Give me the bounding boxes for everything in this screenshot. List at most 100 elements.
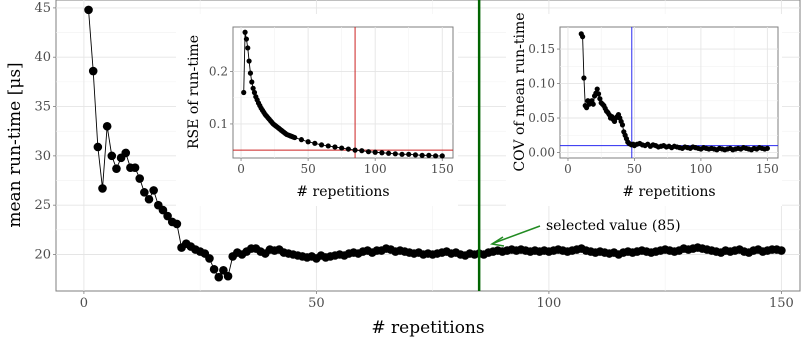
- y-tick-label: 20: [34, 248, 51, 263]
- data-point: [590, 101, 596, 107]
- y-tick-label: 0.2: [209, 65, 228, 79]
- x-tick-label: 0: [564, 162, 572, 176]
- y-tick-label: 30: [34, 149, 51, 164]
- data-point: [332, 144, 338, 150]
- data-point: [406, 151, 412, 157]
- data-point: [107, 151, 117, 161]
- data-point: [595, 91, 602, 97]
- data-point: [352, 147, 358, 153]
- data-point: [412, 152, 419, 158]
- y-tick-label: 25: [34, 198, 51, 213]
- data-point: [112, 164, 121, 173]
- data-point: [386, 150, 392, 156]
- data-point: [205, 254, 214, 263]
- data-point: [84, 5, 93, 15]
- inset-cov-plot-area: [559, 26, 779, 159]
- data-point: [214, 272, 224, 282]
- annotation-text: selected value (85): [546, 218, 681, 234]
- y-tick-label: 40: [34, 50, 51, 65]
- data-point: [305, 139, 311, 145]
- data-point: [345, 146, 351, 152]
- annotation-arrow-head: [489, 236, 505, 247]
- data-point: [597, 96, 603, 102]
- data-point: [439, 153, 445, 159]
- data-point: [219, 265, 228, 275]
- inset-rse-y-axis-label: RSE of run-time: [186, 35, 202, 149]
- inset-rse-x-tick-labels: 0 50 100 150: [237, 158, 454, 176]
- inset-rse-y-tick-labels: 0.1 0.2: [209, 65, 233, 131]
- data-point: [249, 79, 255, 85]
- x-tick-label: 0: [237, 162, 245, 176]
- x-tick-label: 0: [80, 296, 88, 311]
- data-point: [392, 151, 398, 157]
- x-tick-label: 50: [300, 162, 315, 176]
- data-point: [144, 194, 154, 204]
- data-point: [172, 219, 182, 229]
- data-point: [158, 205, 168, 215]
- inset-cov-y-tick-labels: 0.00 0.05 0.10 0.15: [528, 42, 560, 159]
- selected-value-annotation: selected value (85): [489, 218, 681, 247]
- data-point: [223, 271, 233, 281]
- data-point: [242, 29, 248, 35]
- data-point: [93, 142, 103, 152]
- data-point: [121, 148, 131, 158]
- x-tick-label: 50: [308, 296, 325, 311]
- annotation-arrow-shaft: [493, 225, 541, 244]
- inset-cov-y-axis-label: COV of mean run-time: [512, 12, 528, 171]
- data-point: [251, 89, 258, 96]
- data-point: [432, 153, 439, 159]
- y-tick-label: 0.00: [528, 145, 555, 159]
- inset-rse-gridlines: [233, 27, 453, 158]
- y-tick-label: 0.05: [528, 111, 555, 125]
- data-point: [379, 150, 385, 156]
- data-point: [140, 188, 149, 197]
- data-point: [163, 211, 172, 221]
- main-x-axis-label: # repetitions: [371, 318, 484, 338]
- data-point: [245, 45, 251, 51]
- data-point: [250, 85, 256, 91]
- inset-cov-gridlines: [560, 27, 778, 158]
- data-point: [298, 137, 305, 143]
- x-tick-label: 50: [627, 162, 642, 176]
- y-tick-label: 0.1: [209, 117, 228, 131]
- data-point: [399, 151, 405, 157]
- data-point: [88, 66, 98, 76]
- data-point: [246, 58, 252, 64]
- data-point: [241, 89, 247, 96]
- data-point: [247, 70, 254, 76]
- x-tick-label: 100: [536, 296, 561, 311]
- data-point: [426, 152, 432, 158]
- data-point: [292, 134, 298, 141]
- data-point: [777, 246, 786, 255]
- main-series-runtime: [84, 5, 786, 282]
- inset-cov-panel: 0 50 100 150 0.00 0.05 0.10 0.15 # repetitions…: [506, 12, 782, 206]
- data-point: [359, 148, 365, 154]
- inset-cov-x-axis-label: # repetitions: [622, 184, 715, 200]
- x-tick-label: 150: [431, 162, 454, 176]
- main-x-tick-labels: 0 50 100 150: [80, 291, 794, 311]
- data-point: [619, 122, 626, 128]
- data-point: [318, 142, 325, 148]
- data-point: [312, 140, 318, 146]
- inset-rse-panel: 0 50 100 150 0.1 0.2 # repetitions RSE of ru…: [176, 14, 458, 206]
- inset-rse-series: [241, 29, 445, 159]
- data-point: [135, 174, 144, 183]
- inset-cov-series: [578, 31, 770, 153]
- inset-rse-plot-area: [232, 26, 454, 159]
- main-y-tick-labels: 20 25 30 35 40 45: [34, 1, 56, 263]
- data-point: [102, 121, 112, 131]
- y-tick-label: 0.15: [528, 42, 555, 56]
- data-point: [98, 184, 107, 193]
- data-point: [149, 186, 158, 195]
- main-y-axis-label: mean run-time [μs]: [5, 62, 25, 227]
- x-tick-label: 150: [769, 296, 794, 311]
- data-point: [243, 36, 250, 42]
- y-tick-label: 35: [34, 100, 51, 115]
- data-point: [130, 163, 140, 172]
- data-point: [372, 149, 378, 155]
- data-point: [579, 34, 586, 40]
- data-point: [581, 75, 587, 81]
- data-point: [209, 264, 219, 274]
- y-tick-label: 45: [34, 1, 51, 16]
